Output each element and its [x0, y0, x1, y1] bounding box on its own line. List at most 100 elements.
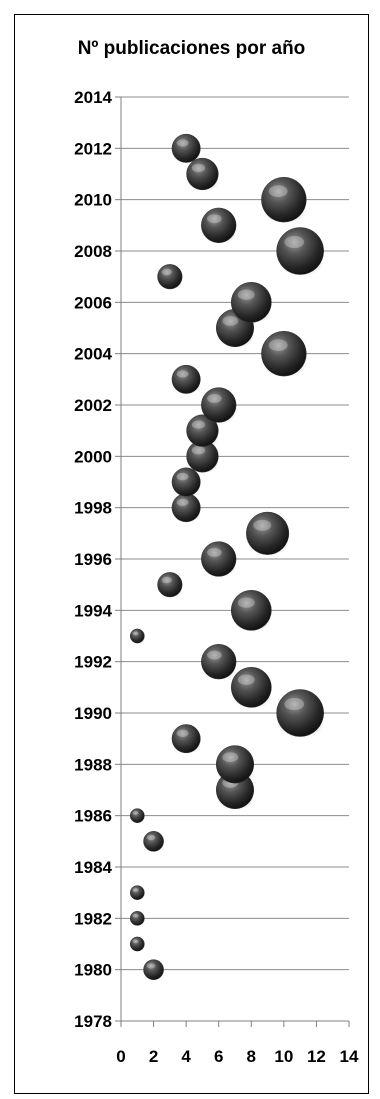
- bubble-point: [143, 959, 165, 981]
- bubble: [201, 207, 237, 243]
- bubble-highlight: [207, 214, 222, 224]
- y-tick-label: 2014: [74, 88, 112, 107]
- bubble-highlight: [176, 472, 189, 481]
- bubble: [186, 157, 219, 191]
- bubble: [171, 724, 201, 754]
- bubble: [157, 264, 183, 290]
- y-tick-label: 2006: [74, 293, 112, 312]
- x-tick-label: 12: [307, 1047, 326, 1066]
- x-tick-label: 14: [340, 1047, 359, 1066]
- bubble: [129, 885, 145, 901]
- bubble-highlight: [237, 674, 255, 685]
- bubble-layer: [129, 133, 324, 981]
- bubble-highlight: [132, 631, 139, 636]
- bubble-highlight: [237, 597, 255, 608]
- bubble: [171, 364, 201, 394]
- bubble-highlight: [132, 939, 139, 944]
- bubble-highlight: [268, 339, 288, 351]
- bubble: [201, 541, 237, 577]
- bubble-point: [171, 724, 201, 754]
- bubble-highlight: [222, 752, 239, 763]
- bubble-highlight: [222, 315, 239, 326]
- bubble: [261, 330, 307, 377]
- bubble: [171, 493, 201, 523]
- bubble-point: [157, 572, 183, 598]
- bubble: [276, 689, 324, 737]
- bubble: [246, 511, 290, 555]
- bubble-point: [230, 590, 272, 632]
- bubble: [230, 282, 272, 323]
- bubble-highlight: [146, 834, 156, 841]
- bubble-point: [246, 511, 290, 556]
- bubble-point: [129, 628, 146, 644]
- bubble: [143, 831, 164, 852]
- axis-layer: [115, 96, 350, 1027]
- bubble: [201, 644, 237, 680]
- bubble-point: [186, 440, 219, 474]
- y-tick-label: 2012: [74, 139, 112, 158]
- bubble-point: [143, 831, 165, 852]
- y-tick-label: 1978: [74, 1012, 112, 1031]
- y-tick-label: 2000: [74, 447, 112, 466]
- bubble-point: [261, 330, 307, 378]
- y-tick-label: 1998: [74, 499, 112, 518]
- x-tick-label: 6: [214, 1047, 223, 1066]
- bubble: [230, 590, 272, 631]
- bubble-point: [276, 227, 324, 276]
- bubble: [171, 133, 201, 163]
- x-tick-label: 8: [247, 1047, 256, 1066]
- y-tick-label: 2010: [74, 191, 112, 210]
- bubble-highlight: [284, 697, 305, 711]
- bubble-point: [157, 264, 183, 290]
- chart-title: Nº publicaciones por año: [77, 38, 306, 59]
- bubble-point: [129, 808, 146, 824]
- bubble-point: [186, 414, 219, 448]
- y-tick-label: 1986: [74, 807, 112, 826]
- bubble: [129, 910, 145, 926]
- bubble-highlight: [132, 811, 139, 815]
- bubble-point: [276, 689, 324, 738]
- bubble-highlight: [176, 370, 189, 378]
- bubble-highlight: [176, 729, 189, 737]
- bubble-highlight: [207, 547, 222, 557]
- bubble-highlight: [284, 235, 305, 249]
- bubble: [143, 959, 164, 980]
- y-tick-label: 2004: [74, 345, 112, 364]
- bubble-point: [230, 667, 272, 709]
- bubble-highlight: [161, 268, 172, 276]
- bubble-highlight: [207, 650, 222, 660]
- y-tick-label: 2002: [74, 396, 112, 415]
- bubble-highlight: [132, 888, 139, 892]
- bubble-highlight: [176, 139, 189, 147]
- y-tick-label: 2008: [74, 242, 112, 261]
- bubble: [215, 745, 255, 784]
- bubble-point: [171, 364, 201, 395]
- bubble-point: [201, 644, 237, 680]
- bubble: [230, 667, 272, 708]
- x-tick-label: 2: [149, 1047, 158, 1066]
- y-tick-label: 1980: [74, 961, 112, 980]
- bubble: [129, 808, 145, 824]
- y-tick-label: 1992: [74, 653, 112, 672]
- bubble-highlight: [161, 576, 172, 584]
- bubble-highlight: [191, 446, 206, 455]
- bubble-point: [129, 910, 146, 926]
- bubble-point: [215, 745, 255, 785]
- bubble-point: [201, 541, 237, 578]
- bubble-point: [186, 157, 219, 191]
- x-tick-label: 0: [116, 1047, 125, 1066]
- y-tick-labels: 1978 1980 1982 1984 1986 1988 1990 1992 1994 1996…: [74, 88, 112, 1031]
- bubble-highlight: [207, 393, 222, 403]
- bubble-highlight: [191, 420, 206, 429]
- bubble: [276, 227, 324, 275]
- bubble-point: [171, 133, 201, 164]
- bubble-point: [230, 282, 272, 324]
- y-tick-label: 1990: [74, 704, 112, 723]
- bubble-highlight: [176, 498, 189, 506]
- bubble-point: [201, 387, 237, 424]
- bubble-point: [171, 493, 201, 523]
- bubble-highlight: [191, 163, 206, 173]
- bubble-highlight: [253, 519, 272, 531]
- bubble-highlight: [268, 185, 288, 197]
